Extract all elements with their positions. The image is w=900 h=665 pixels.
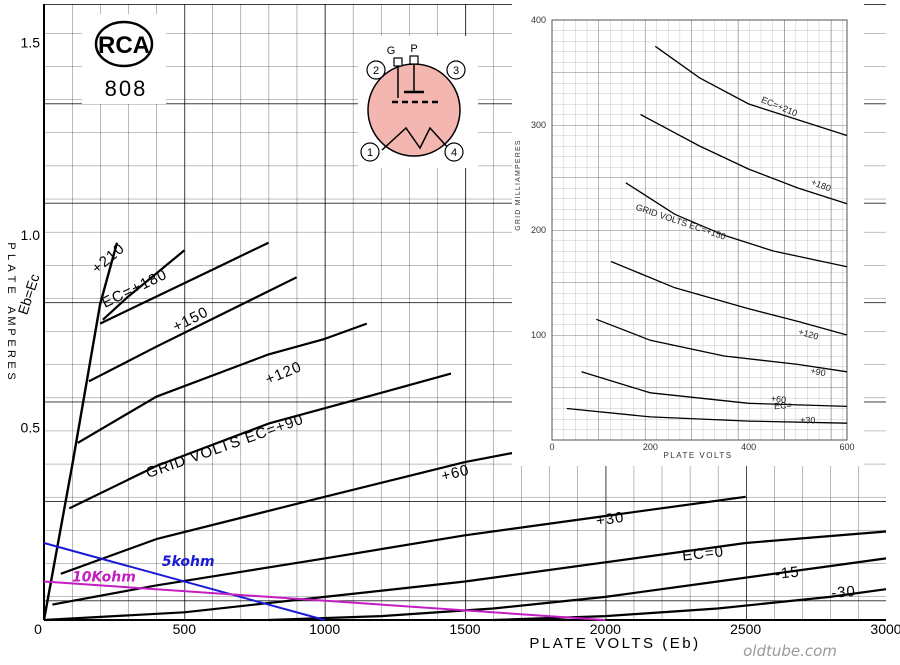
main-y-axis-label-char: A <box>5 306 17 314</box>
inset-y-tick-label: 200 <box>531 225 546 235</box>
curve-15 <box>268 557 887 622</box>
inset-curve-ec-210 <box>654 45 848 137</box>
inset-curve-120 <box>610 260 848 336</box>
tube-base-diagram: G P 2 3 1 4 <box>358 36 478 168</box>
curve-ec-180 <box>99 241 269 325</box>
rca-logo-ring <box>94 20 154 68</box>
curve-150 <box>88 276 298 383</box>
main-x-axis-label: PLATE VOLTS (Eb) <box>529 635 700 652</box>
pin-label-2: 2 <box>373 65 379 77</box>
pin-label-p: P <box>410 43 417 55</box>
curve-label-ec-0: EC=0 <box>681 543 725 564</box>
inset-curve-grid-volts-ec-150 <box>625 182 848 268</box>
inset-x-tick-label: 0 <box>549 442 554 452</box>
curve-120 <box>77 322 368 444</box>
main-y-axis-label-char: P <box>5 242 17 249</box>
inset-y-axis-label: GRID MILLIAMPERES <box>515 139 522 231</box>
pin-label-1: 1 <box>367 147 373 159</box>
main-y-axis-label-char: A <box>5 264 17 272</box>
inset-curve-label-ec: EC= <box>774 400 792 411</box>
main-y-tick-label: 1.5 <box>21 35 41 51</box>
plate-pin-cap <box>409 55 419 65</box>
main-y-axis-label-char: E <box>5 286 17 293</box>
main-y-axis-label-char: P <box>5 328 17 335</box>
inset-curve-label-30: +30 <box>800 415 816 426</box>
inset-x-tick-label: 200 <box>643 442 658 452</box>
main-y-axis-label-char: T <box>5 276 17 283</box>
main-x-tick-label: 3000 <box>870 621 900 637</box>
main-y-axis-label-char: E <box>5 361 17 368</box>
curve-210 <box>102 249 186 321</box>
rca-logo-box: RCA 808 <box>82 14 166 104</box>
watermark: oldtube.com <box>743 642 837 660</box>
inset-major-grid <box>552 20 847 440</box>
main-x-tick-label: 1000 <box>309 621 340 637</box>
pin-label-3: 3 <box>453 65 459 77</box>
inset-curve-label-90: +90 <box>810 366 827 379</box>
inset-y-tick-label: 400 <box>531 15 546 25</box>
curve-grid-volts-ec-90 <box>68 372 452 510</box>
main-y-axis-label-char: L <box>5 254 17 260</box>
main-x-tick-label: 1500 <box>449 621 480 637</box>
curve-label-30: +30 <box>595 509 626 530</box>
pin-label-g: G <box>387 45 396 57</box>
inset-curve-90 <box>596 318 848 373</box>
inset-curve-60 <box>581 371 848 408</box>
filament <box>381 126 451 151</box>
inset-y-tick-label: 100 <box>531 330 546 340</box>
main-x-tick-label: 500 <box>173 621 197 637</box>
load-line-10kohm <box>43 580 606 621</box>
inset-curve-label-60: +60 <box>770 393 786 405</box>
grid-pin-cap <box>393 57 403 67</box>
inset-curve-180 <box>640 113 848 205</box>
load-line-5kohm <box>43 542 325 621</box>
main-x-tick-label: 2000 <box>590 621 621 637</box>
inset-x-axis-label: PLATE VOLTS <box>663 451 732 460</box>
main-y-axis-label-char: R <box>5 350 17 358</box>
main-y-axis-label-char: S <box>5 372 17 379</box>
tube-model-number: 808 <box>105 76 148 101</box>
inset-x-tick-label: 400 <box>741 442 756 452</box>
pin-label-4: 4 <box>451 147 457 159</box>
curve-label-30: -30 <box>831 583 857 602</box>
load-line-label-5kohm: 5kohm <box>162 554 215 570</box>
inset-y-tick-label: 300 <box>531 120 546 130</box>
load-line-label-10kohm: 10Kohm <box>72 570 136 586</box>
curve-label-15: -15 <box>774 563 800 582</box>
inset-frame <box>551 19 848 441</box>
main-y-tick-label: 0.5 <box>21 420 41 436</box>
inset-x-tick-label: 600 <box>839 442 854 452</box>
curve-ec-0 <box>43 530 887 622</box>
main-y-tick-label: 1.0 <box>21 227 41 243</box>
main-y-axis-label-char: E <box>5 339 17 346</box>
main-x-tick-label: 2500 <box>730 621 761 637</box>
rca-logo-text: RCA <box>98 32 150 59</box>
annotation-eb-equals-ec: Eb=Ec <box>14 272 42 317</box>
inset-curve-30 <box>566 407 848 424</box>
main-x-tick-label: 0 <box>34 621 42 637</box>
main-y-axis-label-char: M <box>5 316 17 325</box>
curve-label-60: +60 <box>440 461 472 485</box>
curve-eb-ec <box>42 242 119 621</box>
curve-60 <box>60 434 606 575</box>
